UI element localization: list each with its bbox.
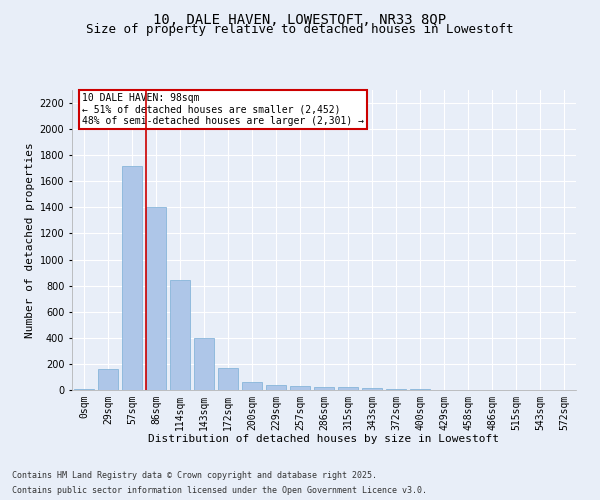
Bar bbox=[266, 385, 286, 390]
Bar bbox=[218, 368, 238, 390]
Text: Contains public sector information licensed under the Open Government Licence v3: Contains public sector information licen… bbox=[12, 486, 427, 495]
Bar bbox=[338, 386, 358, 390]
X-axis label: Distribution of detached houses by size in Lowestoft: Distribution of detached houses by size … bbox=[149, 434, 499, 444]
Bar bbox=[194, 338, 214, 390]
Text: Contains HM Land Registry data © Crown copyright and database right 2025.: Contains HM Land Registry data © Crown c… bbox=[12, 471, 377, 480]
Bar bbox=[314, 386, 334, 390]
Bar bbox=[146, 208, 166, 390]
Text: Size of property relative to detached houses in Lowestoft: Size of property relative to detached ho… bbox=[86, 22, 514, 36]
Bar bbox=[98, 369, 118, 390]
Bar bbox=[362, 388, 382, 390]
Text: 10, DALE HAVEN, LOWESTOFT, NR33 8QP: 10, DALE HAVEN, LOWESTOFT, NR33 8QP bbox=[154, 12, 446, 26]
Bar bbox=[242, 382, 262, 390]
Y-axis label: Number of detached properties: Number of detached properties bbox=[25, 142, 35, 338]
Bar bbox=[290, 386, 310, 390]
Text: 10 DALE HAVEN: 98sqm
← 51% of detached houses are smaller (2,452)
48% of semi-de: 10 DALE HAVEN: 98sqm ← 51% of detached h… bbox=[82, 93, 364, 126]
Bar bbox=[122, 166, 142, 390]
Bar bbox=[170, 280, 190, 390]
Bar bbox=[74, 388, 94, 390]
